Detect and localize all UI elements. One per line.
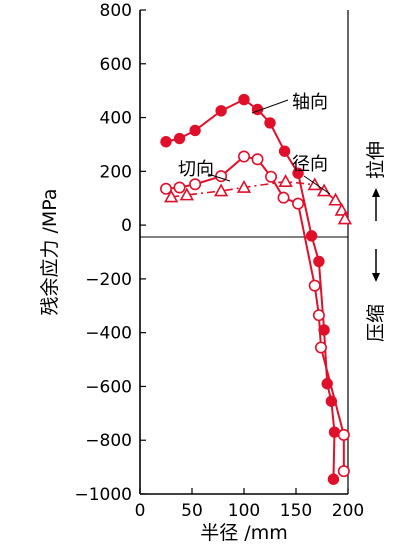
径向-line bbox=[171, 180, 346, 220]
切向-point bbox=[265, 170, 278, 183]
切向-point bbox=[312, 309, 325, 322]
径向-point bbox=[278, 174, 293, 187]
x-tick-label: 200 bbox=[332, 501, 364, 521]
series-label-radial: 径向 bbox=[292, 154, 328, 175]
轴向-point bbox=[160, 136, 172, 148]
series-切向 bbox=[160, 150, 350, 478]
径向-point bbox=[179, 187, 194, 201]
compression-arrow bbox=[372, 249, 380, 282]
切向-point bbox=[189, 178, 202, 191]
y-tick-label: 0 bbox=[121, 216, 132, 236]
径向-point bbox=[236, 180, 252, 193]
x-tick-label: 150 bbox=[280, 501, 312, 521]
切向-point bbox=[160, 182, 173, 195]
y-axis-ticks: 800 600 400 200 0 −200 −400 −600 −800 −1000 bbox=[74, 1, 146, 505]
切向-point bbox=[337, 465, 350, 478]
x-tick-label: 0 bbox=[135, 501, 146, 521]
compression-label: 压缩 bbox=[365, 304, 387, 342]
轴向-point bbox=[327, 473, 340, 485]
y-tick-label: −400 bbox=[85, 324, 132, 344]
x-axis-label: 半径 /mm bbox=[200, 522, 287, 544]
radial-leader-line bbox=[303, 175, 331, 195]
tension-arrow bbox=[372, 188, 380, 221]
轴向-point bbox=[189, 124, 201, 137]
切向-point bbox=[308, 279, 321, 292]
切向-point bbox=[292, 197, 305, 210]
y-tick-label: −800 bbox=[85, 431, 132, 451]
切向-point bbox=[173, 181, 186, 194]
径向-point bbox=[213, 183, 229, 197]
切向-point bbox=[337, 428, 350, 441]
轴向-point bbox=[264, 117, 276, 129]
series-label-axial: 轴向 bbox=[292, 92, 328, 113]
axial-leader-line bbox=[251, 99, 289, 114]
径向-point bbox=[307, 177, 322, 191]
轴向-point bbox=[305, 230, 318, 242]
轴向-line bbox=[165, 98, 336, 480]
series-layer bbox=[160, 93, 353, 485]
y-tick-label: −200 bbox=[85, 270, 132, 290]
切向-point bbox=[238, 150, 251, 163]
y-tick-label: 800 bbox=[100, 1, 132, 21]
y-tick-label: −1000 bbox=[74, 485, 132, 505]
切向-point bbox=[314, 341, 327, 354]
轴向-point bbox=[173, 132, 186, 145]
y-tick-label: 600 bbox=[100, 55, 132, 75]
轴向-point bbox=[238, 93, 250, 106]
轴向-point bbox=[292, 167, 304, 179]
径向-point bbox=[328, 192, 343, 206]
series-轴向 bbox=[160, 93, 341, 485]
tangential-leader-line bbox=[207, 173, 231, 182]
切向-point bbox=[277, 191, 290, 204]
tension-label: 拉伸 bbox=[365, 141, 387, 179]
轴向-point bbox=[215, 105, 227, 117]
径向-point bbox=[337, 211, 353, 225]
y-tick-label: 400 bbox=[100, 109, 132, 129]
径向-point bbox=[164, 189, 179, 203]
x-tick-label: 50 bbox=[181, 501, 203, 521]
y-tick-label: −600 bbox=[85, 377, 132, 397]
轴向-point bbox=[278, 145, 291, 157]
x-axis-ticks: 0 50 100 150 200 bbox=[135, 488, 364, 521]
轴向-point bbox=[313, 255, 325, 268]
切向-point bbox=[251, 153, 264, 166]
y-tick-label: 200 bbox=[100, 162, 132, 182]
y-axis-label: 残余应力 /MPa bbox=[39, 188, 61, 315]
x-tick-label: 100 bbox=[228, 501, 260, 521]
series-label-tangential: 切向 bbox=[178, 159, 214, 180]
